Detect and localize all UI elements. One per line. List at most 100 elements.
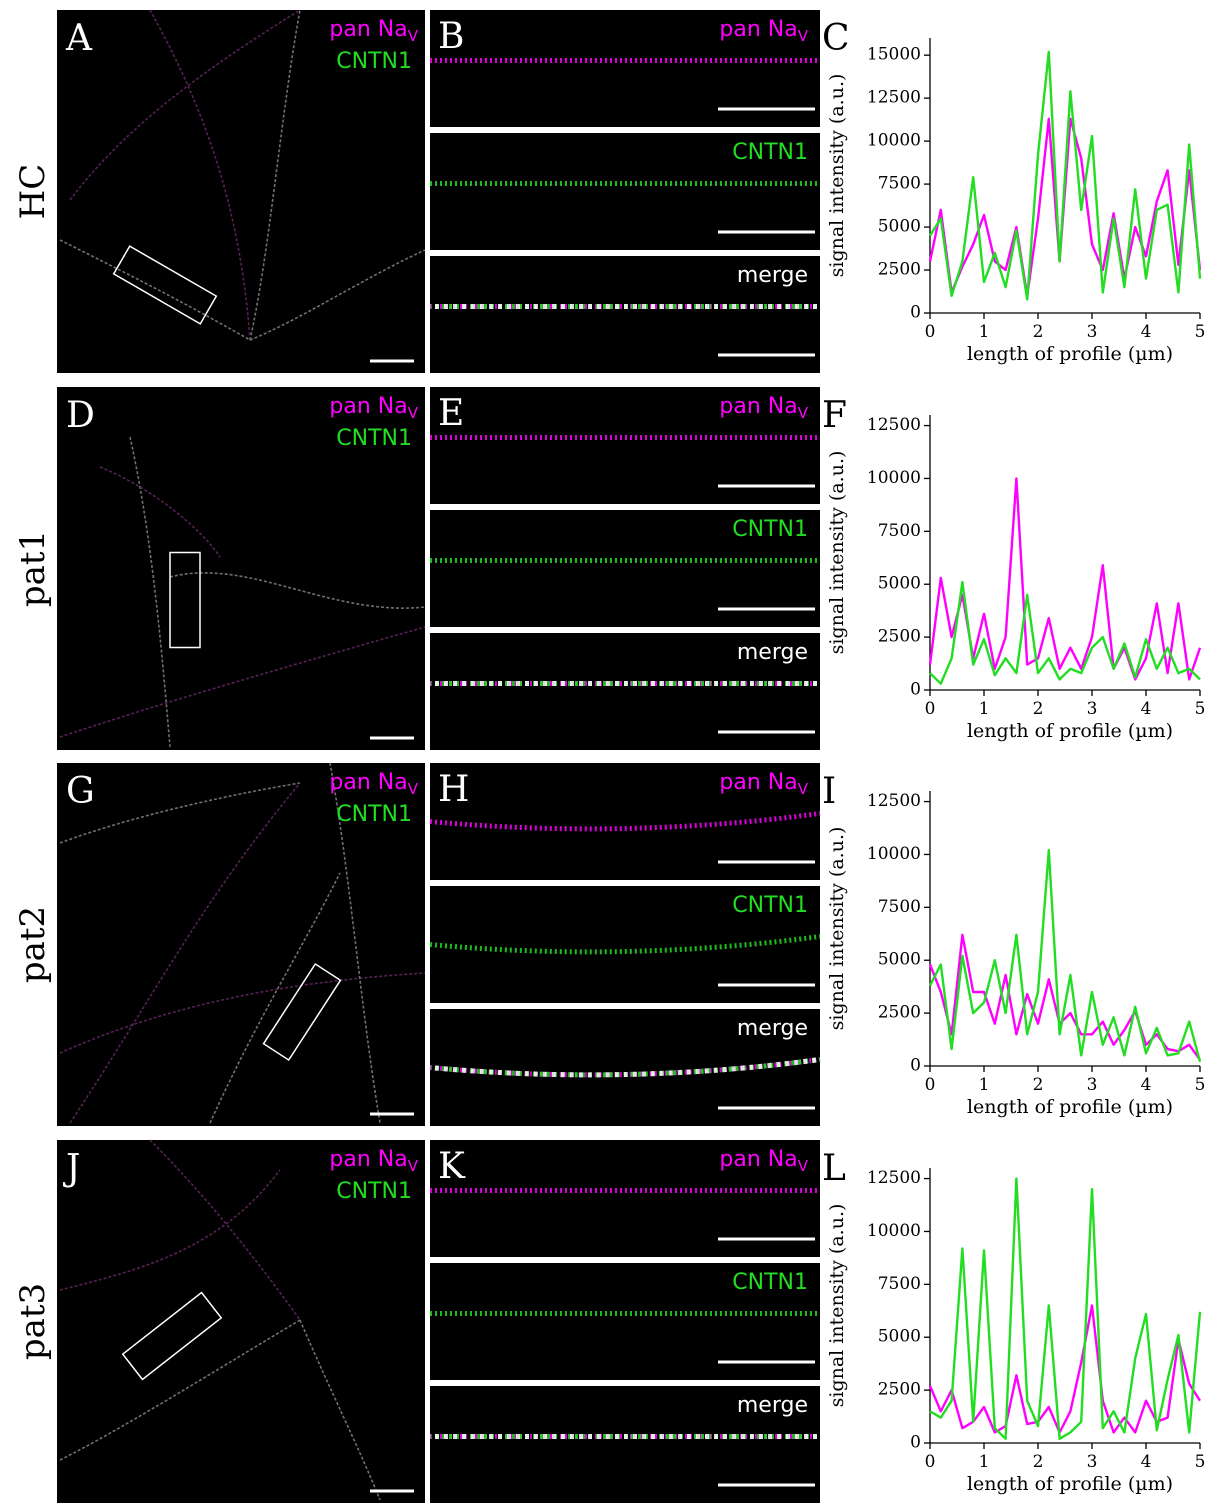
y-tick-label: 10000 xyxy=(867,1221,921,1241)
channel-label: pan NaV xyxy=(329,1147,418,1175)
channel-label: pan NaV xyxy=(719,1147,808,1175)
y-tick-label: 0 xyxy=(910,1433,921,1453)
y-tick-label: 10000 xyxy=(867,844,921,864)
row-label: pat2 xyxy=(13,906,53,983)
x-tick-label: 0 xyxy=(925,699,936,719)
channel-name: CNTN1 xyxy=(732,517,808,542)
x-tick-label: 1 xyxy=(979,1452,990,1472)
channel-name: merge xyxy=(737,263,808,288)
neurite xyxy=(69,782,301,1124)
x-tick-label: 0 xyxy=(925,322,936,342)
x-tick-label: 1 xyxy=(979,1075,990,1095)
y-tick-label: 2500 xyxy=(878,627,921,647)
channel-label: pan NaV xyxy=(329,770,418,798)
y-tick-label: 5000 xyxy=(878,217,921,237)
y-tick-label: 5000 xyxy=(878,950,921,970)
channel-name: CNTN1 xyxy=(732,140,808,165)
channel-label: pan NaV xyxy=(719,770,808,798)
x-tick-label: 4 xyxy=(1141,1452,1152,1472)
panel-letter: I xyxy=(822,771,836,812)
channel-label: merge xyxy=(737,640,808,665)
y-tick-label: 2500 xyxy=(878,1003,921,1023)
axon-signal xyxy=(429,811,821,832)
profile-line xyxy=(929,580,1201,685)
neurite xyxy=(69,9,301,201)
y-tick-label: 5000 xyxy=(878,1327,921,1347)
x-tick-label: 1 xyxy=(979,699,990,719)
channel-subscript: V xyxy=(798,780,809,798)
channel-name: CNTN1 xyxy=(732,893,808,918)
channel-subscript: V xyxy=(798,1157,809,1175)
axon-signal xyxy=(429,1057,821,1078)
neurite xyxy=(329,762,381,1124)
channel-label: merge xyxy=(737,1016,808,1041)
overview-image xyxy=(57,10,425,373)
panel-letter: J xyxy=(62,1148,80,1189)
x-axis-label: length of profile (µm) xyxy=(967,720,1173,742)
profile-line xyxy=(928,477,1202,681)
x-tick-label: 4 xyxy=(1141,322,1152,342)
y-axis-label: signal intensity (a.u.) xyxy=(826,74,848,278)
channel-name: pan Na xyxy=(719,17,797,42)
y-tick-label: 2500 xyxy=(878,1380,921,1400)
y-tick-label: 15000 xyxy=(867,45,921,65)
y-tick-label: 7500 xyxy=(878,1274,921,1294)
channel-label: pan NaV xyxy=(329,394,418,422)
x-tick-label: 3 xyxy=(1087,322,1098,342)
channel-name: pan Na xyxy=(719,1147,797,1172)
y-tick-label: 12500 xyxy=(867,1168,921,1188)
profile-line xyxy=(928,849,1202,1063)
neurite xyxy=(59,972,426,1054)
y-tick-label: 0 xyxy=(910,1056,921,1076)
y-tick-label: 7500 xyxy=(878,521,921,541)
channel-name: pan Na xyxy=(719,770,797,795)
x-axis-label: length of profile (µm) xyxy=(967,1096,1173,1118)
profile-line xyxy=(928,50,1202,301)
channel-label: merge xyxy=(737,1393,808,1418)
channel-label: CNTN1 xyxy=(336,802,412,827)
x-tick-label: 2 xyxy=(1033,699,1044,719)
neurite xyxy=(59,626,426,738)
channel-name: pan Na xyxy=(329,770,407,795)
x-tick-label: 0 xyxy=(925,1075,936,1095)
row-label: pat3 xyxy=(13,1283,53,1360)
channel-label: CNTN1 xyxy=(336,1179,412,1204)
neurite xyxy=(59,239,251,341)
y-tick-label: 10000 xyxy=(867,468,921,488)
y-tick-label: 12500 xyxy=(867,415,921,435)
neurite xyxy=(149,9,251,341)
axon-signal xyxy=(429,934,821,955)
channel-label: CNTN1 xyxy=(732,1270,808,1295)
y-tick-label: 5000 xyxy=(878,574,921,594)
channel-name: merge xyxy=(737,1393,808,1418)
x-tick-label: 3 xyxy=(1087,1452,1098,1472)
channel-label: pan NaV xyxy=(329,17,418,45)
channel-subscript: V xyxy=(408,1157,419,1175)
y-tick-label: 12500 xyxy=(867,88,921,108)
x-tick-label: 4 xyxy=(1141,1075,1152,1095)
x-tick-label: 5 xyxy=(1195,1075,1206,1095)
neurite xyxy=(299,1319,381,1501)
row-label: pat1 xyxy=(13,530,53,607)
channel-name: pan Na xyxy=(329,17,407,42)
x-tick-label: 1 xyxy=(979,322,990,342)
x-tick-label: 5 xyxy=(1195,1452,1206,1472)
channel-subscript: V xyxy=(798,27,809,45)
channel-name: merge xyxy=(737,1016,808,1041)
neurite xyxy=(249,249,426,341)
y-axis-label: signal intensity (a.u.) xyxy=(826,451,848,655)
neurite xyxy=(129,436,171,748)
channel-label: pan NaV xyxy=(719,394,808,422)
x-tick-label: 4 xyxy=(1141,699,1152,719)
channel-label: pan NaV xyxy=(719,17,808,45)
neurite xyxy=(149,1139,301,1321)
channel-label: CNTN1 xyxy=(336,426,412,451)
x-tick-label: 2 xyxy=(1033,1075,1044,1095)
panel-letter: L xyxy=(822,1148,846,1189)
overview-image xyxy=(57,387,425,750)
panel-letter: A xyxy=(65,18,93,59)
channel-name: pan Na xyxy=(329,1147,407,1172)
channel-subscript: V xyxy=(408,404,419,422)
